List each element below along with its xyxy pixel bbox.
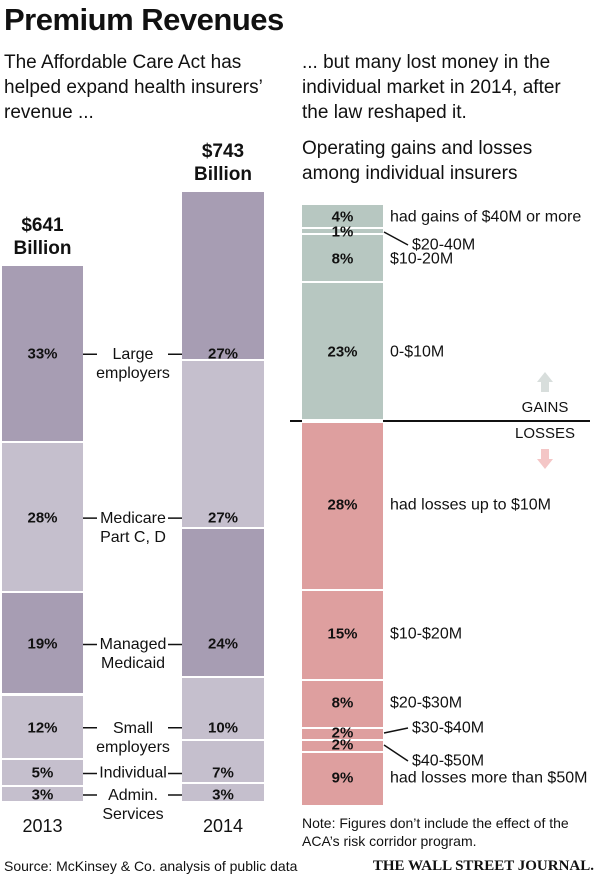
bar-segment (2, 760, 83, 787)
section-label: GAINS (521, 399, 569, 416)
data-label: 9% (331, 769, 354, 787)
bar-segment (302, 727, 383, 739)
bar-segment (182, 192, 264, 361)
bar-segment (302, 205, 383, 229)
data-label: 3% (31, 786, 54, 804)
total-label: $743 Billion (193, 141, 253, 186)
data-label: 8% (331, 250, 354, 268)
data-label: 7% (212, 764, 234, 782)
bar-segment (302, 229, 383, 235)
data-label: 2% (331, 736, 354, 754)
title: Premium Revenues (4, 2, 284, 37)
data-label: 10% (207, 719, 239, 737)
bar-segment (302, 589, 383, 679)
segment-label: had losses more than $50M (390, 769, 588, 787)
bar-segment (182, 528, 264, 679)
bar-segment (302, 235, 383, 283)
bar-segment (302, 739, 383, 751)
segment-label: $10-20M (390, 250, 454, 268)
category-label: Individual (99, 764, 167, 782)
data-label: 3% (212, 786, 234, 804)
segment-label: $20-$30M (390, 694, 463, 712)
data-label: 12% (27, 719, 58, 737)
bar-segment (182, 784, 264, 803)
right-title: Operating gains and losses among individ… (302, 138, 533, 184)
bar-segment (182, 360, 264, 529)
up-arrow (537, 372, 553, 392)
section-label: LOSSES (514, 425, 576, 442)
bar-segment (302, 679, 383, 727)
category-label: Managed Medicaid (99, 636, 167, 673)
credit: THE WALL STREET JOURNAL. (372, 858, 594, 874)
data-label: 27% (207, 509, 239, 527)
x-tick-label: 2014 (202, 816, 244, 836)
data-label: 19% (27, 635, 58, 653)
right-subtitle: ... but many lost money in the individua… (302, 52, 561, 123)
segment-label: 0-$10M (390, 343, 445, 361)
note: Note: Figures don’t include the effect o… (302, 815, 569, 849)
segment-label: $40-$50M (412, 752, 485, 770)
bar-segment (182, 740, 264, 785)
bar-segment (2, 695, 83, 760)
bar-segment (302, 421, 383, 589)
data-label: 33% (27, 345, 58, 363)
category-label: Medicare Part C, D (100, 510, 166, 547)
category-label: Large employers (96, 346, 170, 383)
data-label: 1% (331, 223, 354, 241)
data-label: 15% (327, 625, 358, 643)
down-arrow (537, 449, 553, 469)
segment-label: $20-40M (412, 236, 476, 254)
left-subtitle: The Affordable Care Act has helped expan… (4, 52, 263, 123)
data-label: 27% (207, 345, 239, 363)
bar-segment (2, 786, 83, 803)
data-label: 28% (27, 509, 58, 527)
data-label: 5% (31, 764, 54, 782)
category-label: Small employers (96, 719, 170, 756)
segment-label: $30-$40M (412, 719, 485, 737)
data-label: 28% (327, 496, 358, 514)
source: Source: McKinsey & Co. analysis of publi… (4, 858, 298, 874)
data-label: 8% (331, 694, 354, 712)
data-label: 4% (331, 208, 354, 226)
connector (383, 231, 409, 246)
connector (383, 744, 409, 762)
bar-segment (2, 265, 83, 443)
data-label: 2% (331, 724, 354, 742)
segment-label: had gains of $40M or more (390, 208, 582, 226)
total-label: $641 Billion (13, 214, 72, 259)
data-label: 24% (207, 635, 239, 653)
bar-segment (182, 678, 264, 741)
bar-segment (302, 751, 383, 805)
x-tick-label: 2013 (22, 816, 63, 836)
segment-label: had losses up to $10M (390, 496, 551, 514)
category-label: Admin. Services (102, 786, 164, 823)
bar-segment (302, 283, 383, 421)
data-label: 23% (327, 343, 358, 361)
bar-segment (2, 593, 83, 696)
connector (383, 727, 409, 734)
bar-segment (2, 442, 83, 594)
segment-label: $10-$20M (390, 625, 463, 643)
